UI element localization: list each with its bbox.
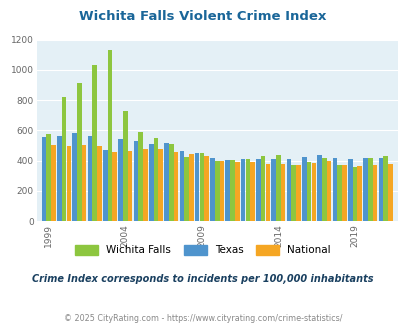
Text: Crime Index corresponds to incidents per 100,000 inhabitants: Crime Index corresponds to incidents per… [32,274,373,284]
Bar [168,144,173,221]
Bar [280,164,285,221]
Bar [179,151,184,221]
Bar [219,161,224,221]
Bar [138,132,143,221]
Bar [321,158,326,221]
Bar [332,158,337,221]
Bar [377,158,382,221]
Legend: Wichita Falls, Texas, National: Wichita Falls, Texas, National [75,245,330,255]
Bar [214,161,219,221]
Bar [199,153,204,221]
Bar [97,146,102,221]
Bar [387,164,392,221]
Bar [291,165,295,221]
Bar [164,143,168,221]
Bar [51,145,56,221]
Bar [128,151,132,221]
Bar [87,136,92,221]
Bar [245,159,249,221]
Bar [42,137,46,221]
Bar [311,163,315,221]
Bar [57,136,62,221]
Bar [337,165,341,221]
Bar [82,146,86,221]
Text: Wichita Falls Violent Crime Index: Wichita Falls Violent Crime Index [79,10,326,23]
Bar [112,152,117,221]
Bar [260,156,265,221]
Bar [372,165,376,221]
Bar [149,144,153,221]
Bar [123,112,127,221]
Bar [317,154,321,221]
Bar [265,164,269,221]
Bar [92,65,97,221]
Bar [189,154,193,221]
Bar [62,97,66,221]
Bar [210,158,214,221]
Bar [296,165,300,221]
Bar [184,157,188,221]
Bar [301,157,306,221]
Bar [367,158,372,221]
Bar [230,160,234,221]
Bar [173,152,178,221]
Bar [143,149,147,221]
Bar [347,159,352,221]
Bar [382,156,387,221]
Bar [118,139,123,221]
Bar [47,134,51,221]
Bar [286,159,291,221]
Bar [249,162,254,221]
Bar [306,162,311,221]
Bar [133,141,138,221]
Bar [103,150,107,221]
Bar [158,149,162,221]
Bar [66,146,71,221]
Bar [352,167,356,221]
Bar [256,159,260,221]
Text: © 2025 CityRating.com - https://www.cityrating.com/crime-statistics/: © 2025 CityRating.com - https://www.city… [64,314,341,323]
Bar [356,166,361,221]
Bar [326,161,330,221]
Bar [240,159,245,221]
Bar [107,50,112,221]
Bar [275,155,280,221]
Bar [72,133,77,221]
Bar [271,159,275,221]
Bar [362,157,367,221]
Bar [341,165,346,221]
Bar [225,160,230,221]
Bar [77,83,81,221]
Bar [153,138,158,221]
Bar [194,153,199,221]
Bar [204,156,209,221]
Bar [234,162,239,221]
